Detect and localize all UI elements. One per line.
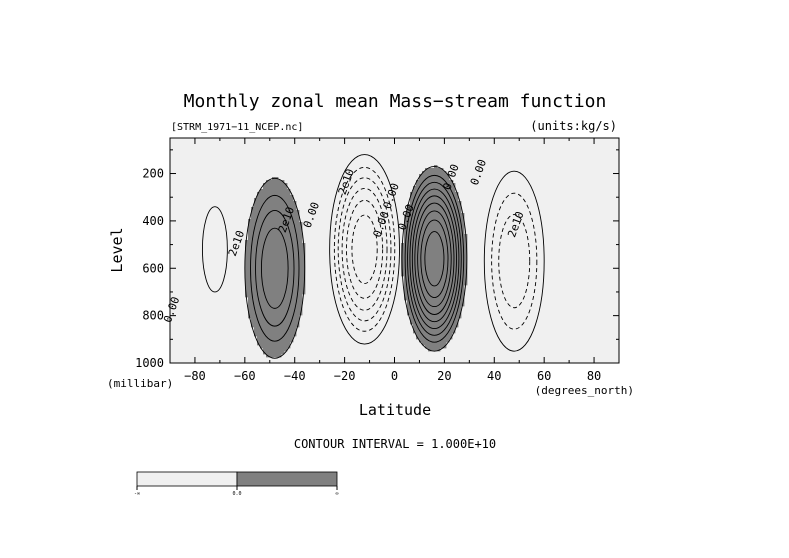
x-tick-label: 20: [437, 369, 451, 383]
y-tick-label: 800: [142, 309, 164, 323]
x-tick-label: 0: [391, 369, 398, 383]
contour-line: [409, 188, 460, 330]
contour-line: [260, 227, 289, 309]
contour-line: [404, 174, 465, 343]
y-tick-label: 200: [142, 167, 164, 181]
y-axis-units: (millibar): [107, 377, 173, 390]
x-axis-label: Latitude: [359, 401, 431, 419]
y-tick-label: 600: [142, 261, 164, 275]
colorbar: -∞ 0.0 ∞: [134, 471, 339, 497]
chart-title: Monthly zonal mean Mass−stream function: [184, 91, 607, 112]
contour-line: [255, 209, 295, 327]
zero-contour-line: [401, 165, 468, 352]
contour-line: [341, 187, 388, 311]
units-label: (units:kg/s): [530, 119, 617, 133]
colorbar-label-zero: 0.0: [232, 491, 241, 497]
contour-line: [407, 181, 462, 336]
colorbar-label-min: -∞: [134, 491, 140, 497]
y-tick-label: 400: [142, 214, 164, 228]
positive-region: [245, 165, 468, 358]
contour-line: [337, 177, 392, 322]
colorbar-positive-swatch: [236, 471, 338, 487]
contour-line: [491, 192, 538, 330]
x-axis-units: (degrees_north): [535, 384, 634, 397]
zero-contour-line: [329, 154, 400, 345]
colorbar-negative-swatch: [136, 471, 238, 487]
colorbar-label-max: ∞: [335, 491, 338, 497]
contour-lines-layer: [201, 154, 545, 359]
contour-line: [424, 231, 445, 287]
contour-line: [411, 195, 457, 323]
x-tick-label: −60: [234, 369, 256, 383]
contour-line: [346, 199, 384, 299]
x-tick-label: 40: [487, 369, 501, 383]
contour-line: [250, 194, 300, 342]
source-file-label: [STRM_1971−11_NCEP.nc]: [171, 122, 303, 133]
zero-contour-line: [201, 206, 228, 293]
x-tick-label: 80: [587, 369, 601, 383]
contour-interval-note: CONTOUR INTERVAL = 1.000E+10: [294, 437, 496, 451]
positive-shading-layer: [245, 165, 468, 358]
x-tick-label: −20: [334, 369, 356, 383]
contour-line: [420, 219, 449, 298]
contour-line: [498, 214, 531, 309]
y-tick-label: 1000: [135, 356, 164, 370]
zero-contour-line: [483, 170, 545, 352]
contour-line: [333, 166, 396, 332]
x-tick-label: −80: [184, 369, 206, 383]
x-tick-label: −40: [284, 369, 306, 383]
contour-line: [417, 210, 452, 308]
y-axis-label: Level: [108, 227, 126, 272]
zero-contour-line: [244, 177, 306, 359]
x-tick-label: 60: [537, 369, 551, 383]
contour-line: [414, 202, 455, 315]
contour-line: [351, 214, 378, 285]
axis-ticks-layer: −80 −60 −40 −20 0 20 40 60 80 200 400 600 800 1000: [135, 138, 620, 383]
